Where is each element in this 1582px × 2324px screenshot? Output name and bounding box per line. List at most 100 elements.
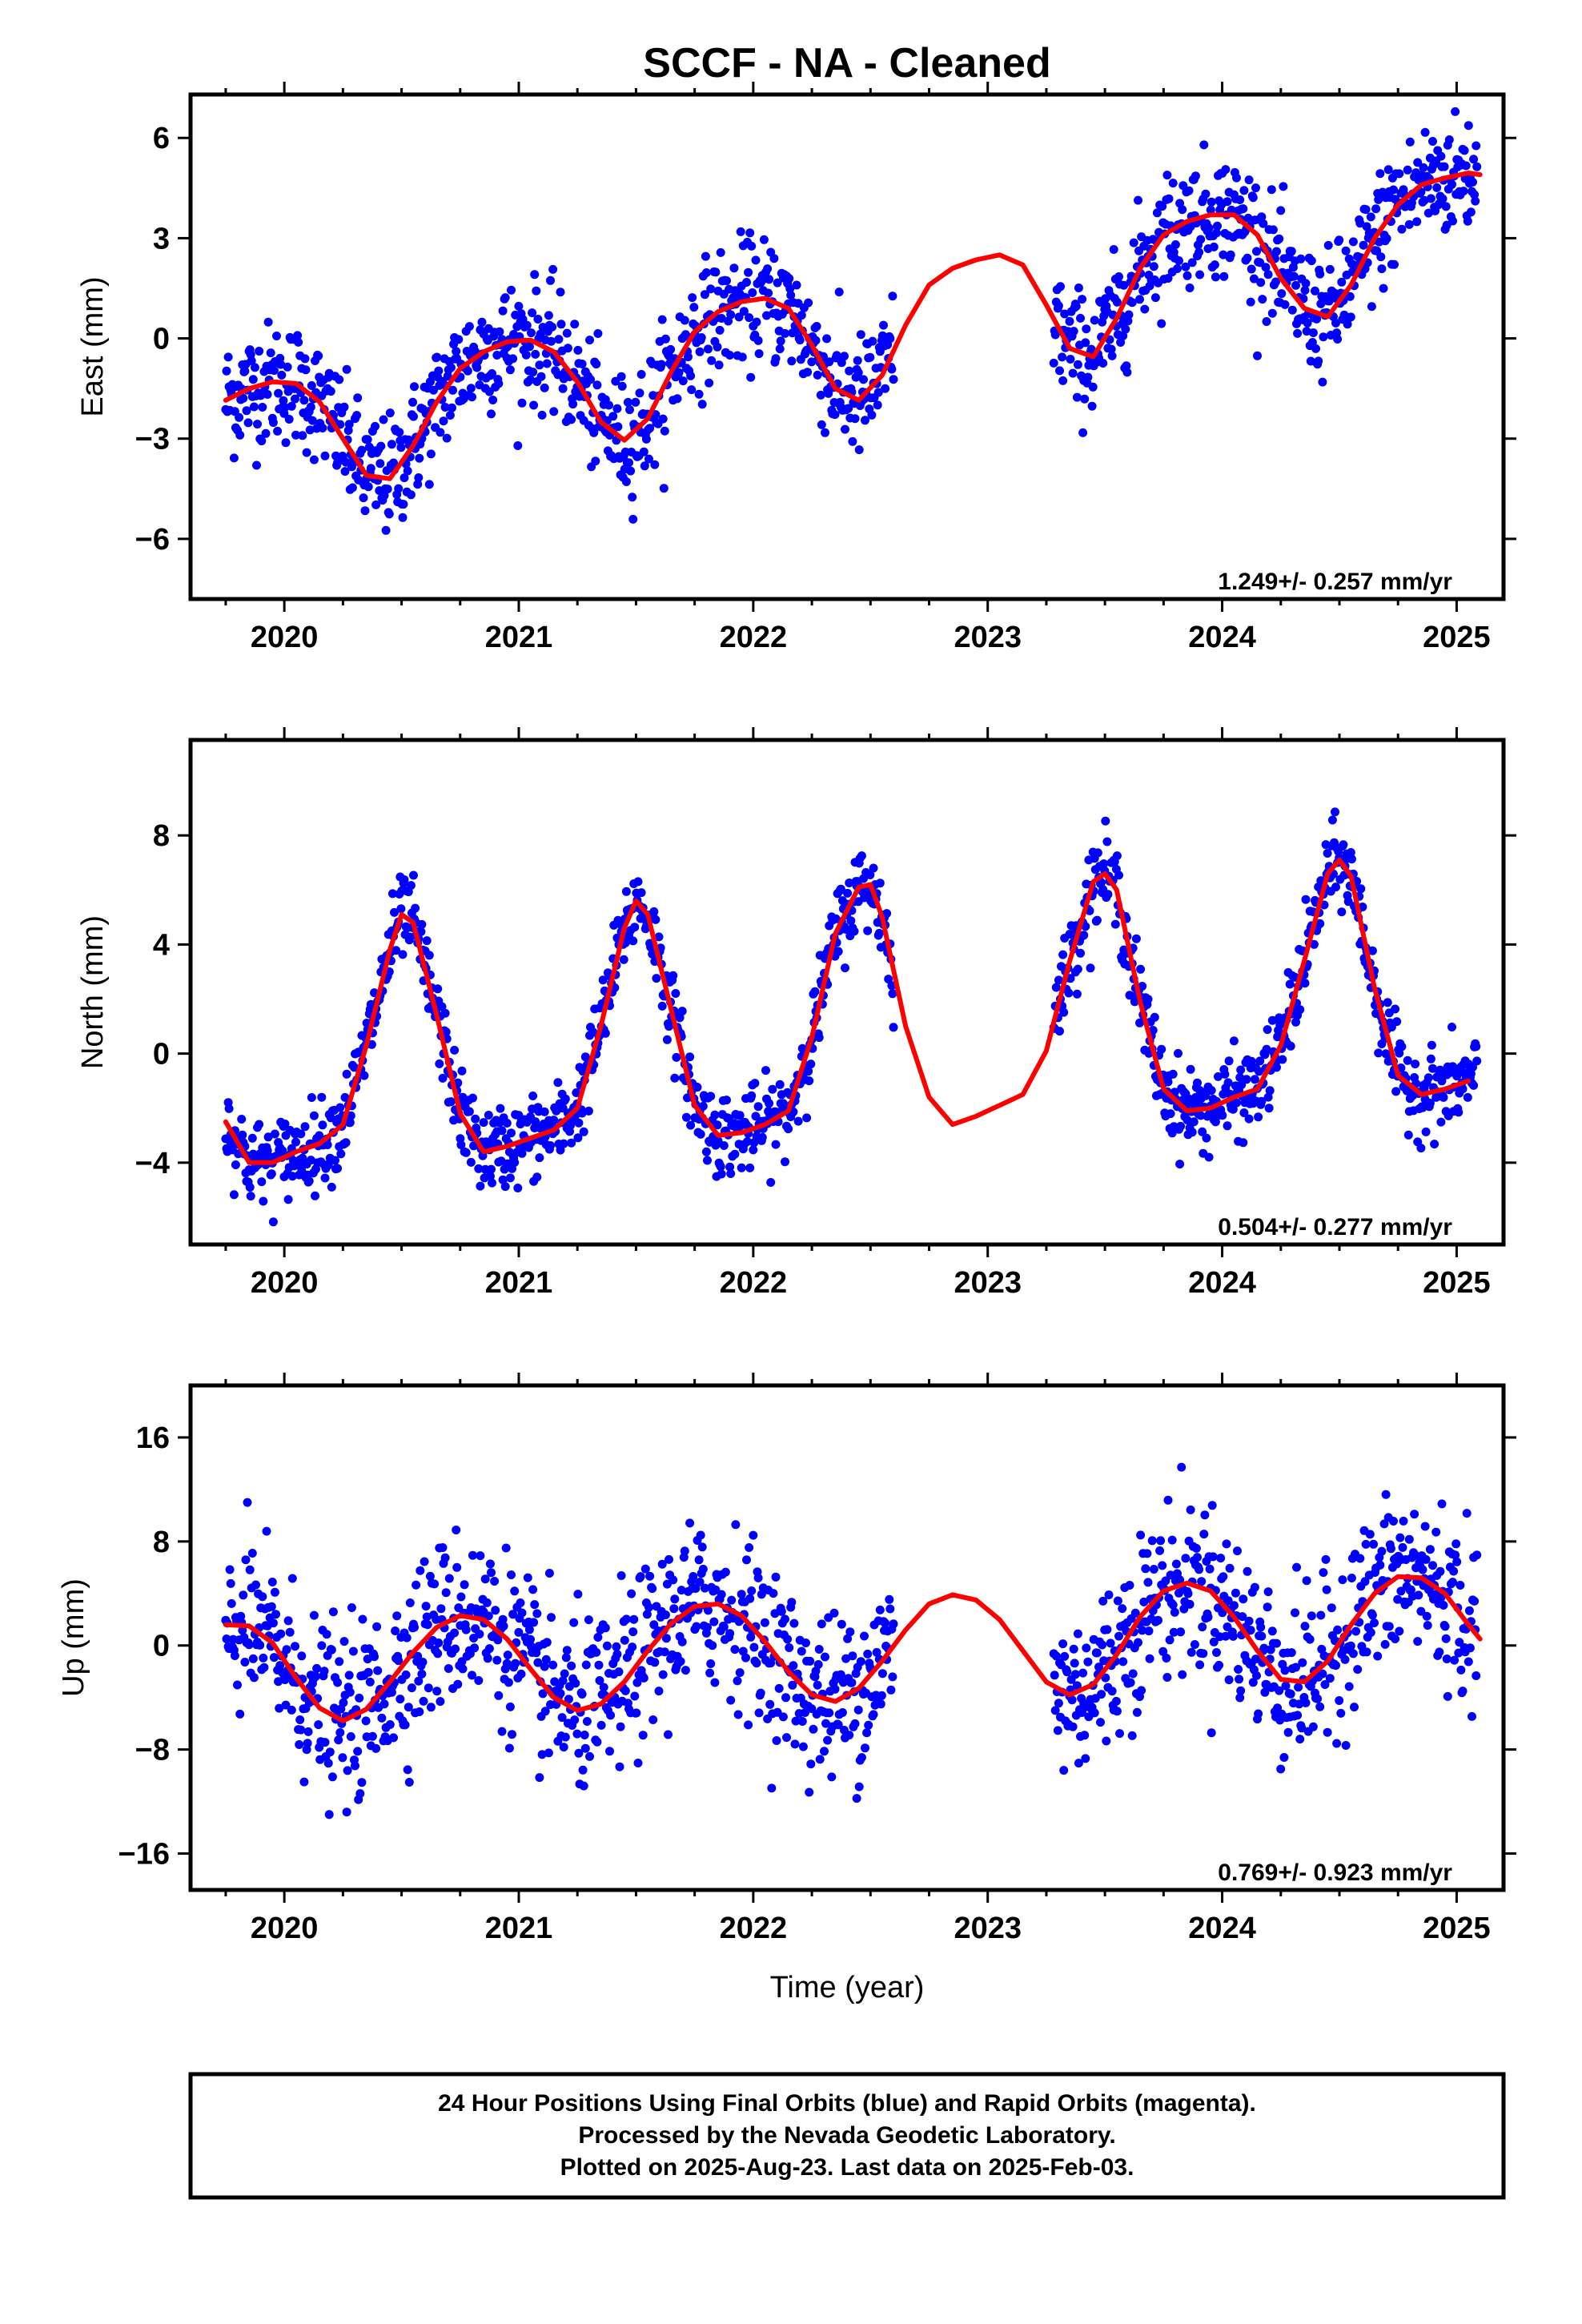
data-point [1225,1563,1235,1573]
data-point [707,356,717,365]
data-point [584,1106,593,1116]
data-point [1071,302,1081,311]
data-point [751,255,761,265]
data-point [1346,312,1355,322]
data-point [528,308,537,318]
data-point [1102,837,1112,846]
data-point [671,989,681,998]
data-point [631,397,640,407]
data-point [1375,169,1385,179]
data-point [815,1755,825,1764]
data-point [355,1693,364,1703]
data-point [677,1007,687,1016]
data-point [735,1668,745,1678]
data-point [705,378,714,388]
data-point [1355,1554,1365,1563]
data-point [716,247,725,257]
data-point [660,426,669,436]
data-point [628,936,638,946]
data-point [1251,1655,1260,1664]
data-point [1390,259,1399,269]
east-frame [188,92,1506,601]
data-point [778,1712,788,1722]
data-point [856,1657,865,1667]
data-point [1427,1040,1436,1050]
data-point [614,1667,624,1677]
data-point [437,1002,447,1011]
data-point [1295,1699,1304,1709]
data-point [544,1569,554,1578]
data-point [526,375,535,384]
data-point [1428,1063,1437,1073]
data-point [1312,314,1322,324]
data-point [612,1650,622,1659]
data-point [628,493,637,502]
data-point [367,1731,377,1741]
data-point [1187,1128,1197,1137]
data-point [710,1678,720,1687]
data-point [1381,1490,1391,1499]
data-point [1256,1622,1266,1632]
data-point [283,1195,293,1204]
data-point [621,887,631,896]
data-point [1308,1722,1318,1731]
data-point [1136,1530,1146,1540]
data-point [1185,1599,1195,1609]
data-point [774,1683,784,1693]
data-point [320,1738,330,1747]
data-point [1050,1671,1059,1680]
data-point [319,1667,329,1676]
data-point [1199,1530,1209,1539]
data-point [440,403,450,412]
data-point [744,267,753,277]
data-point [1333,335,1343,344]
data-point [470,1643,480,1653]
data-point [1143,995,1153,1004]
data-point [1254,1112,1263,1122]
data-point [1218,1111,1227,1120]
data-point [1204,223,1214,233]
data-point [574,1748,584,1758]
data-point [556,320,566,329]
data-point [275,1703,284,1713]
data-point [1239,1108,1249,1117]
data-point [1233,1546,1242,1556]
data-point [379,491,389,501]
data-point [339,402,349,412]
data-point [1238,1612,1247,1622]
data-point [1072,989,1082,999]
data-point [488,1178,496,1188]
data-point [821,428,829,437]
data-point [340,467,350,476]
data-point [263,390,272,399]
data-point [1092,915,1102,925]
data-point [259,1653,268,1663]
data-point [1098,1596,1108,1606]
data-point [630,923,640,932]
data-point [1183,1589,1193,1598]
data-point [632,1708,641,1718]
data-point [546,275,555,285]
data-point [876,1699,885,1709]
data-point [701,268,711,277]
data-point [636,888,646,898]
data-point [323,1140,332,1149]
data-point [1441,1634,1451,1643]
data-point [664,1730,673,1739]
data-point [1078,1668,1088,1678]
data-point [1209,1637,1219,1647]
data-point [841,1654,851,1663]
data-point [295,1715,305,1724]
data-point [1193,1078,1202,1088]
y-tick-label: 8 [153,819,170,853]
data-point [508,1730,516,1739]
data-point [359,1071,369,1080]
data-point [450,1628,460,1638]
data-point [303,1727,313,1736]
data-point [281,1700,291,1710]
data-point [1327,815,1337,825]
data-point [504,1678,513,1687]
data-point [797,311,806,320]
data-point [527,328,536,338]
data-point [577,1108,587,1118]
